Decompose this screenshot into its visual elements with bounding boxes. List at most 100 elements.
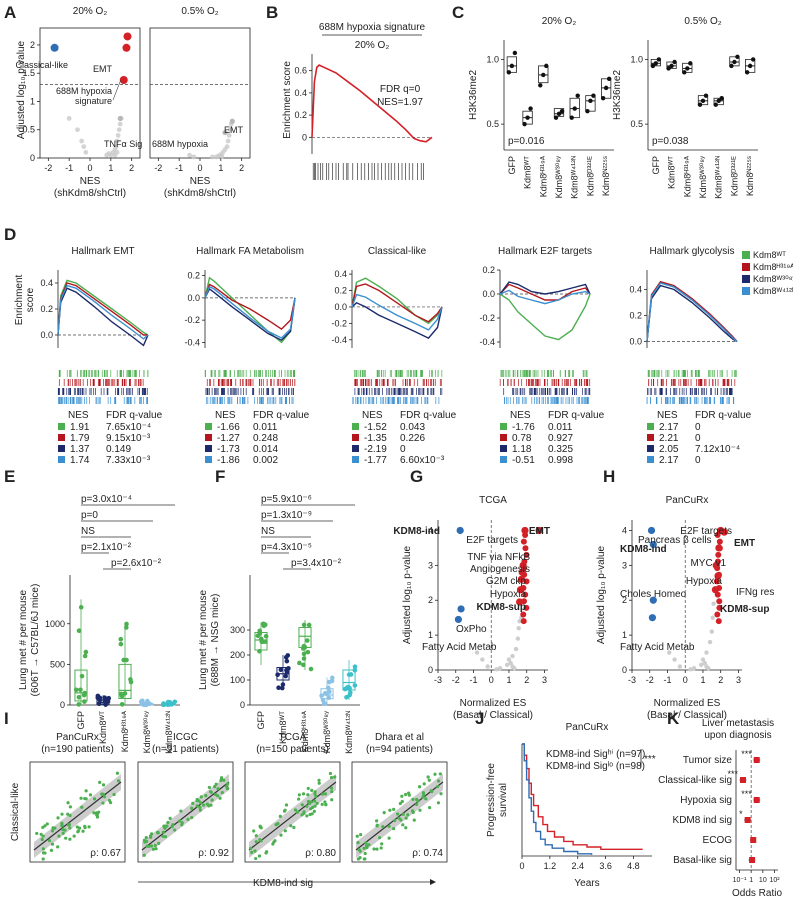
- e-point: [123, 625, 129, 630]
- h-title: PanCuRx: [666, 495, 709, 506]
- e-point: [119, 702, 125, 707]
- h-label-6: IFNg res: [736, 587, 774, 598]
- i-point: [56, 816, 60, 820]
- i-point: [61, 831, 65, 835]
- d-legend-swatch: [742, 287, 750, 295]
- i-point: [323, 800, 327, 804]
- d-table-swatch: [58, 456, 65, 463]
- i-point: [41, 857, 45, 861]
- f-point: [308, 666, 314, 672]
- i-point: [254, 840, 258, 844]
- i-point: [381, 825, 385, 829]
- h-label-8: KDM8-sup: [720, 604, 769, 615]
- i-title: ICGC: [173, 732, 198, 743]
- c-point: [732, 59, 737, 65]
- i-point: [249, 846, 253, 850]
- i-point: [392, 807, 396, 811]
- e-bracket-label: p=0: [81, 510, 98, 521]
- i-point: [276, 822, 280, 826]
- h-sig-point: [715, 551, 722, 558]
- i-point: [198, 808, 202, 812]
- g-xlabel: Normalized ES: [460, 698, 527, 709]
- d-curve-2: [204, 287, 296, 342]
- f-point: [300, 646, 306, 651]
- h-label-point: [711, 586, 719, 594]
- d-table-fdr: 0.248: [253, 433, 278, 444]
- a-ytick-label: 1: [30, 96, 35, 106]
- g-bg-point: [510, 664, 515, 669]
- e-box: [74, 669, 88, 702]
- d-ytick-label: -0.2: [331, 318, 347, 328]
- c-point: [600, 96, 606, 101]
- j-km-curve-1: [522, 743, 593, 855]
- d-table-swatch: [647, 423, 654, 430]
- i-point: [401, 812, 405, 816]
- e-point: [128, 679, 134, 685]
- d-table-swatch: [352, 456, 359, 463]
- c-point: [591, 93, 596, 98]
- h-bg-point: [709, 629, 715, 634]
- j-ylabel-2: survival: [498, 783, 509, 817]
- d-table-nes: 1.79: [70, 433, 90, 444]
- i-point: [53, 826, 57, 830]
- i-point: [87, 825, 91, 829]
- k-sig: ***: [727, 769, 738, 779]
- i-point: [220, 790, 224, 795]
- f-point: [326, 695, 332, 701]
- a-ytick-label: 0: [30, 153, 35, 163]
- d-table-swatch: [647, 445, 654, 452]
- e-bracket-label: p=3.0x10⁻⁴: [81, 494, 132, 505]
- g-xtick-label: 2: [524, 675, 529, 685]
- c-point: [522, 121, 527, 127]
- h-bg-point: [667, 650, 672, 655]
- i-subtitle: (n=190 patients): [41, 744, 114, 755]
- b-ytick-label: 0.2: [294, 110, 307, 120]
- panel-d: Enrichment score Hallmark EMT 0.0 0.2 0.4 NES F…: [14, 246, 793, 466]
- d-curve-3: [351, 293, 443, 331]
- h-ytick-label: 1: [622, 630, 627, 640]
- i-point: [76, 830, 80, 834]
- f-point: [262, 622, 268, 628]
- i-point: [410, 809, 415, 813]
- e-point: [96, 701, 102, 707]
- e-bracket-label: p=2.6x10⁻²: [111, 558, 162, 569]
- i-point: [41, 834, 45, 838]
- d-title: Hallmark glycolysis: [649, 246, 734, 257]
- a-bg-point: [83, 149, 89, 155]
- d-curve-3: [499, 289, 591, 305]
- i-point: [330, 789, 334, 794]
- f-point: [344, 694, 349, 700]
- i-point: [101, 801, 105, 805]
- i-point: [364, 841, 368, 845]
- h-xlabel-2: (Basal / Classical): [647, 710, 727, 721]
- panel-a: Adjusted log₁₀ p-value 20% O₂ 0 0.5 1 1.5 2 -2 -…: [15, 6, 251, 199]
- f-point: [301, 651, 307, 657]
- d-table-swatch: [500, 434, 507, 441]
- k-or-marker: [740, 777, 747, 783]
- h-xtick-label: 1: [700, 675, 705, 685]
- f-point: [330, 675, 335, 681]
- a-highlight-point: [222, 129, 228, 136]
- e-point: [161, 701, 166, 706]
- e-category: Kdm8ᴴ³¹⁹ᴬ: [120, 710, 130, 752]
- c-point: [541, 72, 546, 78]
- i-point: [83, 824, 87, 828]
- h-bg-point: [691, 666, 697, 671]
- d-title: Hallmark E2F targets: [498, 246, 592, 257]
- i-point: [418, 808, 422, 812]
- f-point: [284, 669, 290, 675]
- j-xtick-label: 2.4: [571, 861, 584, 871]
- i-point: [149, 835, 153, 839]
- f-point: [285, 653, 291, 658]
- f-ytick-label: 100: [230, 675, 245, 685]
- c-category: Kdm8ᵂᵀ: [523, 156, 533, 189]
- i-point: [329, 786, 334, 790]
- i-fit: [141, 781, 230, 851]
- i-point: [92, 811, 96, 815]
- i-point: [289, 824, 293, 828]
- a-xtick-label: -1: [175, 163, 183, 173]
- d-ytick-label: 0.4: [40, 278, 53, 288]
- d-table-fdr: 0.011: [253, 422, 278, 433]
- c-point: [685, 66, 690, 71]
